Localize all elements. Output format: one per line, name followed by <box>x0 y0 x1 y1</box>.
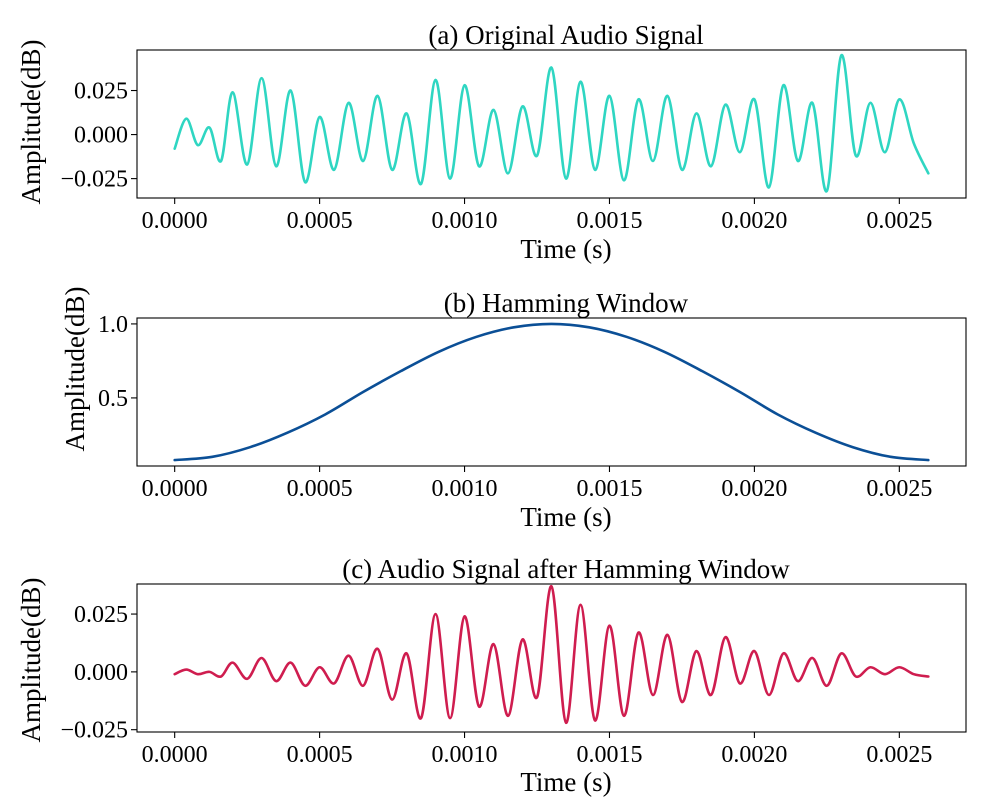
panel-a-axes-frame <box>136 49 967 199</box>
panel-a-xlabel: Time (s) <box>520 234 611 264</box>
panel-b-xtick-label: 0.0005 <box>287 476 353 502</box>
panel-c-xlabel: Time (s) <box>520 767 611 797</box>
panel-b-window-line <box>173 322 930 462</box>
panel-a-xtick-label: 0.0010 <box>432 208 498 234</box>
panel-a-xtick-label: 0.0020 <box>721 208 787 234</box>
panel-b: (b) Hamming Window Time (s) Amplitude(dB… <box>60 287 967 532</box>
panel-c-ylabel: Amplitude(dB) <box>16 578 46 743</box>
panel-a-ylabel: Amplitude(dB) <box>16 40 46 205</box>
panel-b-ytick-label: 1.0 <box>98 312 128 338</box>
panel-c-windowed-signal-line <box>173 584 930 725</box>
panel-c-xtick-label: 0.0010 <box>432 742 498 768</box>
panel-b-ylabel: Amplitude(dB) <box>60 287 90 452</box>
panel-a-ytick-label: 0.000 <box>74 123 128 149</box>
panel-b-ticks: 0.0000 0.0005 0.0010 0.0015 0.0020 0.0025 1.0 0… <box>98 312 932 502</box>
panel-c: (c) Audio Signal after Hamming Window Ti… <box>16 554 967 797</box>
panel-c-ytick-label: 0.000 <box>74 660 128 686</box>
panel-c-ytick-label: 0.025 <box>74 602 128 628</box>
panel-b-title: (b) Hamming Window <box>444 288 689 318</box>
panel-c-ytick-label: −0.025 <box>60 718 128 744</box>
panel-c-xtick-label: 0.0025 <box>866 742 932 768</box>
panel-a-xtick-label: 0.0015 <box>576 208 642 234</box>
panel-a-xtick-label: 0.0005 <box>287 208 353 234</box>
panel-b-xtick-label: 0.0010 <box>432 476 498 502</box>
panel-b-axes-frame <box>136 317 967 467</box>
panel-b-xtick-label: 0.0000 <box>142 476 208 502</box>
panel-b-xtick-label: 0.0020 <box>721 476 787 502</box>
panel-c-xtick-label: 0.0015 <box>576 742 642 768</box>
panel-a: (a) Original Audio Signal Time (s) Ampli… <box>16 20 967 264</box>
panel-a-signal-line <box>173 53 930 193</box>
panel-c-ticks: 0.0000 0.0005 0.0010 0.0015 0.0020 0.0025 0.02… <box>60 602 932 768</box>
panel-c-axes-frame <box>136 583 967 733</box>
panel-a-title: (a) Original Audio Signal <box>428 20 703 50</box>
panel-b-xtick-label: 0.0025 <box>866 476 932 502</box>
panel-c-xtick-label: 0.0005 <box>287 742 353 768</box>
panel-a-ytick-label: −0.025 <box>60 167 128 193</box>
panel-c-title: (c) Audio Signal after Hamming Window <box>342 554 790 584</box>
panel-a-ticks: 0.0000 0.0005 0.0010 0.0015 0.0020 0.0025 0.02… <box>60 79 932 234</box>
panel-a-ytick-label: 0.025 <box>74 79 128 105</box>
panel-b-xtick-label: 0.0015 <box>576 476 642 502</box>
panel-b-ytick-label: 0.5 <box>98 386 128 412</box>
panel-c-xtick-label: 0.0000 <box>142 742 208 768</box>
panel-b-xlabel: Time (s) <box>520 502 611 532</box>
panel-c-xtick-label: 0.0020 <box>721 742 787 768</box>
panel-a-xtick-label: 0.0025 <box>866 208 932 234</box>
panel-a-xtick-label: 0.0000 <box>142 208 208 234</box>
